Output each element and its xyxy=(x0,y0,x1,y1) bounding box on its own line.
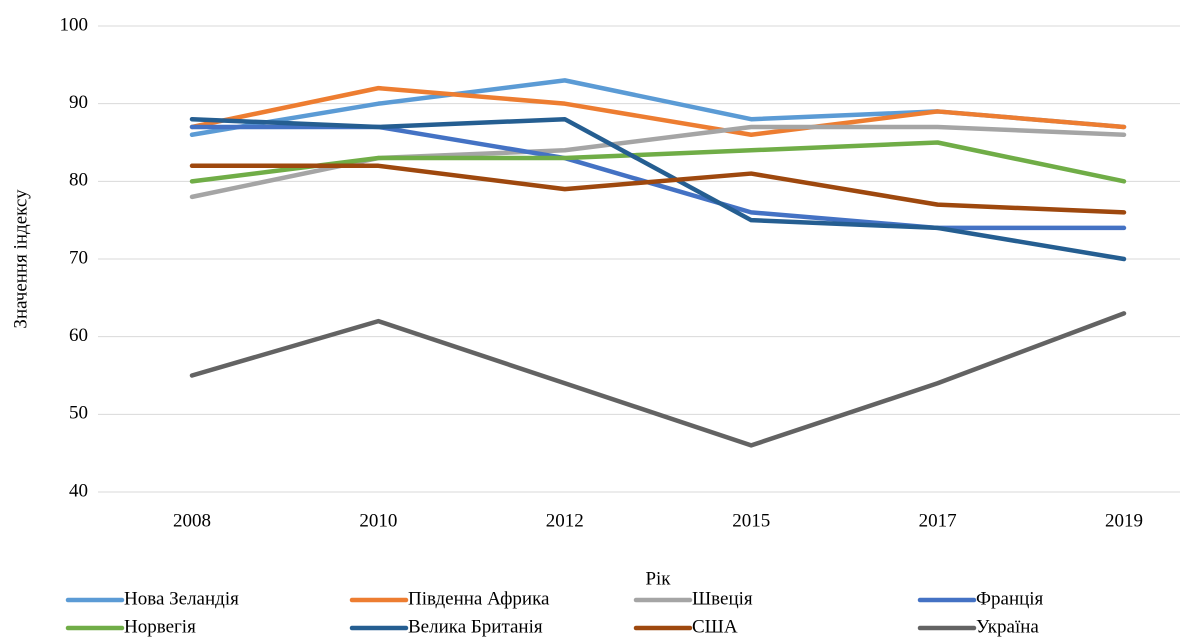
legend-label: Україна xyxy=(976,616,1039,637)
x-tick-label: 2012 xyxy=(546,510,584,531)
legend-label: США xyxy=(692,616,738,637)
line-series xyxy=(189,140,1127,184)
legend-label: Швеція xyxy=(692,588,753,609)
line-series xyxy=(189,116,1127,262)
y-tick-label: 70 xyxy=(69,247,88,268)
legend-label: Південна Африка xyxy=(408,588,550,609)
y-tick-label: 80 xyxy=(69,170,88,191)
y-tick-label: 40 xyxy=(69,480,88,501)
x-tick-label: 2010 xyxy=(359,510,397,531)
line-series xyxy=(189,85,1127,137)
line-series xyxy=(189,124,1127,231)
legend-label: Франція xyxy=(976,588,1044,609)
x-tick-label: 2019 xyxy=(1105,510,1143,531)
line-series xyxy=(189,311,1127,448)
x-axis-title: Рік xyxy=(645,568,671,589)
y-tick-label: 100 xyxy=(60,14,89,35)
x-tick-label: 2017 xyxy=(919,510,957,531)
legend-label: Нова Зеландія xyxy=(124,588,239,609)
y-axis-title: Значення індексу xyxy=(10,189,31,329)
legend-label: Норвегія xyxy=(124,616,196,637)
y-tick-label: 50 xyxy=(69,403,88,424)
legend-label: Велика Британія xyxy=(408,616,543,637)
line-series xyxy=(189,163,1127,215)
y-tick-label: 60 xyxy=(69,325,88,346)
x-tick-label: 2008 xyxy=(173,510,211,531)
y-tick-label: 90 xyxy=(69,92,88,113)
x-tick-label: 2015 xyxy=(732,510,770,531)
